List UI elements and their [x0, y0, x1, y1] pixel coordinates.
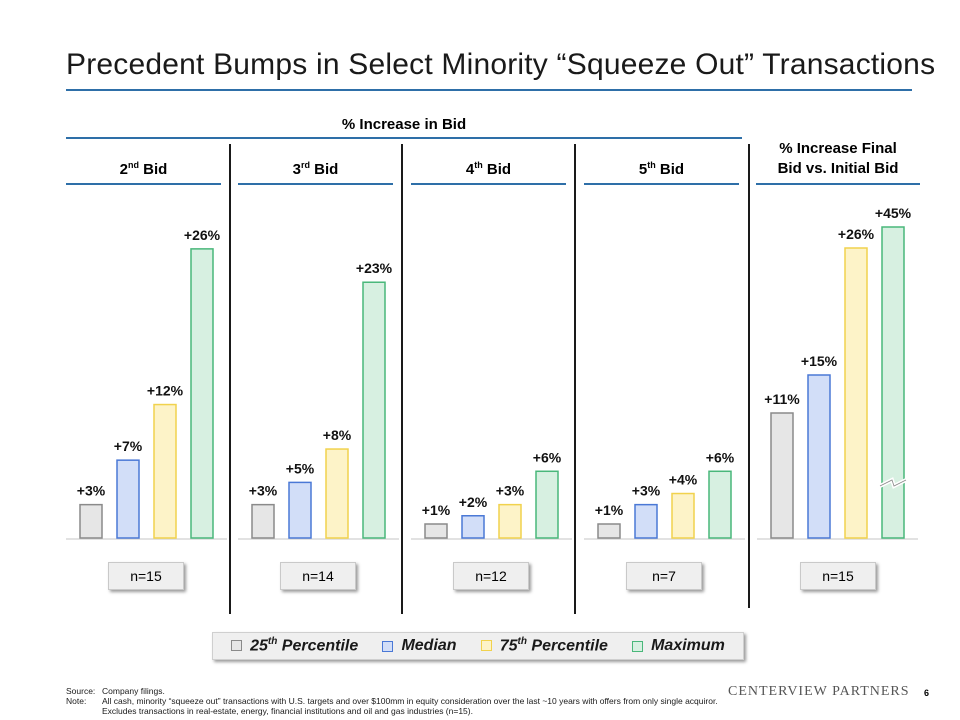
bar-value-label: +15% — [801, 353, 838, 369]
bar-value-label: +1% — [422, 502, 451, 518]
legend-label-median: Median — [401, 637, 457, 654]
bar — [671, 492, 695, 539]
bar-value-label: +26% — [184, 227, 221, 243]
bar — [461, 515, 485, 539]
legend-label-25th: 25th Percentile — [250, 636, 359, 655]
bar-value-label: +7% — [114, 438, 143, 454]
separator-3 — [574, 144, 576, 614]
group-header-2nd: 2nd Bid — [119, 160, 168, 178]
bar — [251, 503, 275, 539]
bar-value-label: +26% — [838, 226, 875, 242]
bar — [362, 281, 386, 539]
n-box-4th: n=12 — [453, 562, 529, 590]
bar — [597, 523, 621, 539]
bar — [708, 470, 732, 539]
group-header-5th: 5th Bid — [638, 160, 685, 178]
footer-note-label: Note: — [66, 696, 87, 706]
bar — [770, 412, 794, 539]
separator-2 — [401, 144, 403, 614]
group-rule-final — [756, 183, 920, 185]
legend-item-25th: 25th Percentile — [231, 636, 358, 655]
legend: 25th Percentile Median 75th Percentile M… — [212, 632, 744, 660]
bar — [424, 523, 448, 539]
bar-value-label: +11% — [764, 391, 800, 407]
bar-value-label: +3% — [496, 483, 525, 499]
bar — [807, 374, 831, 539]
group-rule-4th — [411, 183, 566, 185]
legend-item-median: Median — [382, 637, 457, 655]
bar-value-label: +2% — [459, 494, 488, 510]
bar-value-label: +3% — [249, 483, 278, 499]
footer-source-label: Source: — [66, 686, 96, 696]
bar — [634, 503, 658, 539]
bar-value-label: +23% — [356, 260, 393, 276]
separator-1 — [229, 144, 231, 614]
bar — [844, 247, 868, 539]
axis-break-mark-outline — [879, 479, 907, 487]
header-main: % Increase in Bid — [341, 116, 467, 133]
bar-value-label: +6% — [706, 449, 735, 465]
header-final-line1: % Increase Final — [779, 140, 897, 157]
bar-value-label: +8% — [323, 427, 352, 443]
group-rule-2nd — [66, 183, 221, 185]
legend-label-75th: 75th Percentile — [499, 636, 608, 655]
bar — [498, 503, 522, 539]
bar — [116, 459, 140, 539]
bar — [535, 470, 559, 539]
legend-swatch-25th — [231, 640, 243, 652]
bar — [288, 481, 312, 539]
page-title: Precedent Bumps in Select Minority “Sque… — [66, 48, 936, 81]
n-box-5th: n=7 — [626, 562, 702, 590]
bar-value-label: +6% — [533, 449, 562, 465]
bar — [325, 448, 349, 539]
page-number: 6 — [924, 688, 930, 698]
bar-value-label: +3% — [77, 483, 106, 499]
separator-4 — [748, 144, 750, 608]
legend-item-75th: 75th Percentile — [480, 636, 608, 655]
group-rule-3rd — [238, 183, 393, 185]
title-rule — [66, 89, 912, 91]
footer: Source: Company filings. Note: All cash, m… — [66, 686, 752, 716]
group-rule-5th — [584, 183, 739, 185]
bar — [190, 248, 214, 539]
bar — [881, 226, 905, 539]
n-box-final: n=15 — [800, 562, 876, 590]
bar — [153, 403, 177, 539]
bar-value-label: +1% — [595, 502, 624, 518]
bar-value-label: +3% — [632, 483, 661, 499]
group-header-3rd: 3rd Bid — [292, 160, 339, 178]
bar-value-label: +4% — [669, 472, 698, 488]
n-box-2nd: n=15 — [108, 562, 184, 590]
bar-value-label: +5% — [286, 460, 315, 476]
brand-logo: CENTERVIEW PARTNERS — [728, 684, 910, 699]
legend-swatch-median — [382, 640, 394, 652]
footer-note-text: All cash, minority “squeeze out” transac… — [102, 696, 718, 716]
bar — [79, 503, 103, 539]
header-final-line2: Bid vs. Initial Bid — [777, 160, 899, 177]
legend-label-maximum: Maximum — [651, 637, 725, 654]
legend-swatch-75th — [480, 640, 492, 652]
bar-value-label: +12% — [147, 383, 184, 399]
legend-swatch-maximum — [632, 640, 644, 652]
header-main-rule — [66, 137, 742, 139]
legend-item-maximum: Maximum — [632, 637, 725, 655]
bar-value-label: +45% — [875, 205, 912, 221]
group-header-4th: 4th Bid — [465, 160, 512, 178]
footer-source-text: Company filings. — [102, 686, 165, 696]
n-box-3rd: n=14 — [280, 562, 356, 590]
